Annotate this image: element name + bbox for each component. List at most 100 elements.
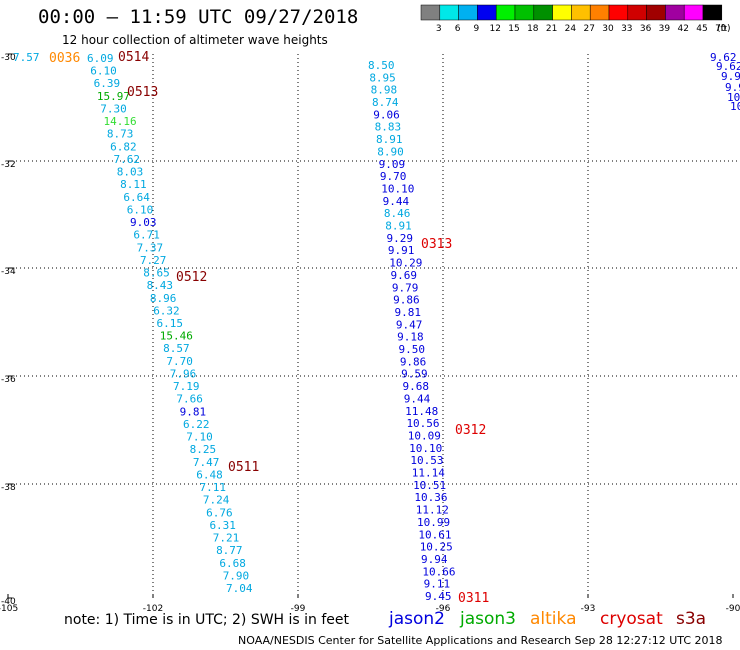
legend-label: 70 (715, 24, 727, 34)
wave-height-label: 11.12 (416, 504, 449, 517)
wave-height-label: 11.14 (412, 467, 445, 480)
wave-height-label: 9.06 (373, 108, 400, 121)
wave-height-label: 6.31 (209, 519, 236, 532)
wave-height-label: 9.62 (710, 51, 737, 64)
satellite-label-jason2: jason2 (389, 609, 445, 629)
wave-height-label: 7.66 (176, 393, 203, 406)
wave-height-label: 10.66 (422, 565, 455, 578)
legend-label: 3 (436, 24, 442, 34)
wave-height-label: 9.45 (425, 590, 452, 603)
wave-height-label: 15.97 (97, 90, 130, 103)
wave-height-label: 8.65 (143, 267, 170, 280)
satellite-label-cryosat: cryosat (600, 609, 663, 629)
wave-height-label: 9.62 (716, 60, 740, 73)
legend-swatch (627, 4, 647, 21)
legend-label: 21 (546, 24, 557, 34)
wave-height-label: 8.77 (216, 544, 243, 557)
x-tick-label: -99 (291, 604, 306, 614)
x-tick-label: -102 (143, 604, 163, 614)
wave-height-label: 9.70 (380, 170, 407, 183)
wave-height-label: 7.11 (200, 481, 227, 494)
wave-height-label: 6.39 (94, 77, 121, 90)
wave-height-label: 6.15 (157, 317, 184, 330)
wave-height-label: 7.57 (13, 51, 40, 64)
wave-height-label: 6.71 (133, 229, 160, 242)
wave-height-label: 6.82 (110, 140, 136, 153)
wave-height-label: 9.91 (388, 244, 415, 257)
wave-height-label: 8.03 (117, 166, 143, 179)
wave-height-label: 10.29 (389, 257, 422, 270)
map-subtitle: 12 hour collection of altimeter wave hei… (62, 33, 328, 47)
x-tick-label: -90 (726, 604, 740, 614)
wave-height-label: 8.83 (375, 121, 402, 134)
wave-height-label: 6.22 (183, 418, 210, 431)
y-tick-label: -36 (1, 375, 16, 385)
satellite-label-altika: altika (530, 609, 577, 629)
wave-height-label: 15.46 (160, 330, 193, 343)
legend-swatch (439, 4, 459, 21)
wave-height-label: 8.11 (120, 178, 147, 191)
legend-label: 42 (677, 24, 688, 34)
wave-height-label: 7.04 (226, 582, 253, 595)
legend-label: 30 (602, 24, 614, 34)
wave-height-label: 10 (730, 100, 740, 113)
x-tick-label: -105 (0, 604, 18, 614)
wave-height-label: 10.56 (406, 417, 439, 430)
wave-height-label: 6.10 (90, 65, 117, 78)
wave-height-label: 11.48 (405, 405, 438, 418)
wave-height-label: 10.25 (420, 541, 453, 554)
wave-height-label: 10.36 (414, 491, 447, 504)
legend-swatch (477, 4, 497, 21)
pass-time-label: 0312 (455, 423, 486, 438)
wave-height-label: 9.44 (383, 195, 410, 208)
wave-height-label: 9.69 (391, 269, 418, 282)
wave-height-label: 8.57 (163, 342, 190, 355)
wave-height-label: 7.70 (166, 355, 193, 368)
wave-height-label: 9.79 (392, 281, 419, 294)
wave-height-label: 10.10 (381, 182, 414, 195)
wave-height-label: 9.11 (424, 578, 451, 591)
wave-height-label: 6.32 (153, 304, 180, 317)
wave-height-label: 6.68 (219, 557, 246, 570)
legend-label: 36 (640, 24, 652, 34)
legend-swatch (571, 4, 591, 21)
wave-height-label: 9.86 (393, 294, 420, 307)
wave-height-label: 6.10 (127, 203, 154, 216)
legend-label: 39 (659, 24, 671, 34)
wave-height-label: 8.91 (385, 220, 412, 233)
wave-height-label: 7.62 (113, 153, 140, 166)
wave-height-label: 6.76 (206, 506, 233, 519)
wave-height-label: 9.03 (130, 216, 157, 229)
wave-height-label: 8.50 (368, 59, 395, 72)
wave-height-label: 9.09 (379, 158, 406, 171)
wave-height-label: 7.21 (213, 532, 240, 545)
legend-label: 45 (696, 24, 707, 34)
wave-height-label: 10.99 (417, 516, 450, 529)
map-title: 00:00 — 11:59 UTC 09/27/2018 (38, 6, 359, 28)
wave-height-label: 8.43 (147, 279, 174, 292)
legend-unit: (ft) (717, 24, 731, 34)
wave-height-label: 8.96 (150, 292, 177, 305)
legend-label: 9 (474, 24, 480, 34)
pass-time-label: 0512 (176, 270, 207, 285)
wave-height-label: 9.50 (398, 343, 425, 356)
x-tick-label: -96 (436, 604, 451, 614)
wave-height-label: 14.16 (104, 115, 137, 128)
legend-swatch (533, 4, 553, 21)
wave-height-label: 9.86 (400, 355, 427, 368)
legend-swatch (552, 4, 572, 21)
wave-height-label: 10.10 (409, 442, 442, 455)
wave-height-label: 9.9 (725, 81, 740, 94)
pass-time-label: 0513 (127, 85, 158, 100)
legend-swatch (514, 4, 535, 21)
wave-height-label: 7.10 (186, 431, 213, 444)
wave-height-label: 9.29 (387, 232, 414, 245)
wave-height-label: 7.90 (223, 569, 250, 582)
wave-height-label: 7.19 (173, 380, 200, 393)
legend-swatch (646, 4, 666, 21)
y-tick-label: -34 (1, 267, 16, 277)
wave-height-label: 8.90 (377, 145, 404, 158)
legend-swatch (608, 4, 629, 21)
wave-height-label: 6.48 (196, 468, 223, 481)
